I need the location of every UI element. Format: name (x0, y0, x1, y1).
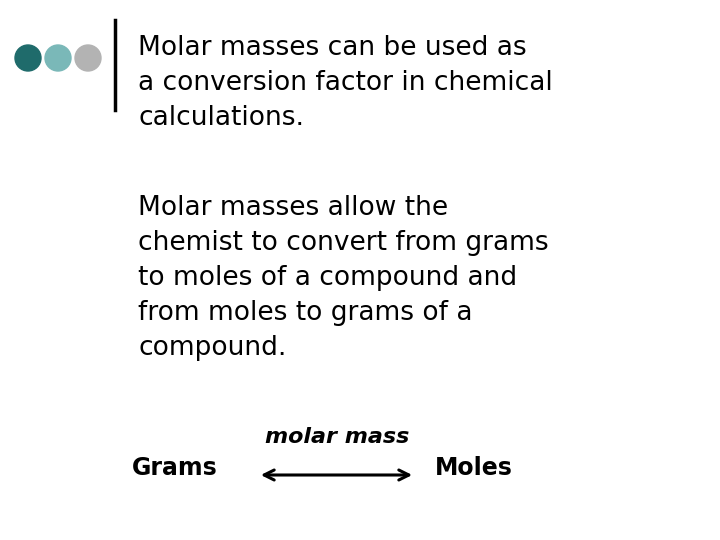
Text: Molar masses can be used as
a conversion factor in chemical
calculations.: Molar masses can be used as a conversion… (138, 35, 553, 131)
Text: Molar masses allow the
chemist to convert from grams
to moles of a compound and
: Molar masses allow the chemist to conver… (138, 195, 549, 361)
Circle shape (75, 45, 101, 71)
Text: Grams: Grams (132, 456, 218, 480)
Circle shape (45, 45, 71, 71)
Text: molar mass: molar mass (265, 427, 409, 447)
Text: Moles: Moles (435, 456, 513, 480)
Circle shape (15, 45, 41, 71)
